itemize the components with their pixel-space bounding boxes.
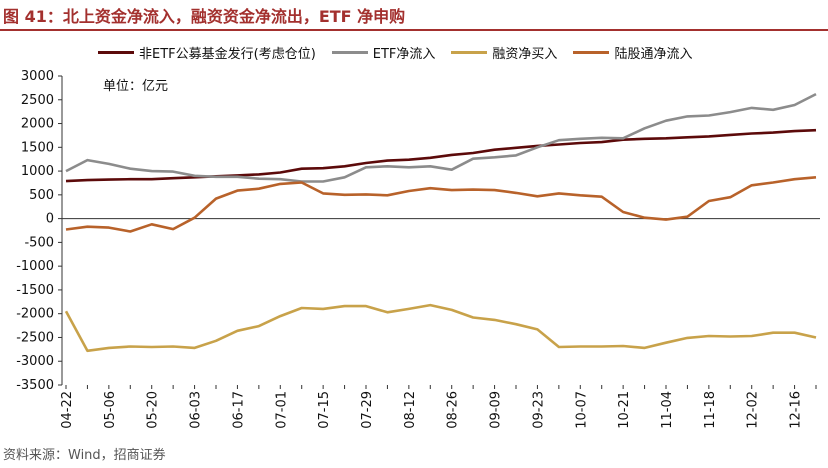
x-tick-label: 11-18 xyxy=(703,391,718,429)
x-tick-label: 05-06 xyxy=(103,391,118,429)
series-line-4 xyxy=(65,176,817,233)
x-tick-label: 04-22 xyxy=(60,391,75,429)
series-group xyxy=(64,92,817,353)
y-tick-label: -1000 xyxy=(16,259,54,274)
y-tick-label: 3000 xyxy=(21,69,54,84)
source-note: 资料来源：Wind，招商证券 xyxy=(3,448,166,463)
y-tick-label: 0 xyxy=(46,212,54,227)
y-tick-label: -1500 xyxy=(16,283,54,298)
x-tick-label: 08-12 xyxy=(403,391,418,429)
y-tick-label: -3500 xyxy=(16,378,54,393)
legend-item-2: ETF净流入 xyxy=(331,43,436,62)
legend-label: 非ETF公募基金发行(考虑仓位) xyxy=(139,47,316,62)
legend-swatch xyxy=(573,51,610,54)
x-tick-label: 09-23 xyxy=(531,391,546,429)
y-axis-ticks: 3000 2500 2000 1500 1000 500 0 -500 -1000 -1500 -2… xyxy=(16,69,62,393)
x-tick-label: 06-17 xyxy=(231,391,246,429)
legend-label: 融资净买入 xyxy=(492,47,558,62)
y-tick-label: 2000 xyxy=(21,117,54,132)
x-axis-ticks: 04-22 05-06 05-20 06-03 06-17 07-01 07-15 07-29… xyxy=(60,385,817,429)
legend-swatch xyxy=(98,51,134,54)
x-tick-label: 12-16 xyxy=(789,391,804,429)
series-line-1 xyxy=(65,128,817,183)
series-line-3 xyxy=(64,303,817,353)
legend-swatch xyxy=(451,51,488,54)
x-tick-label: 08-26 xyxy=(446,391,461,429)
y-tick-label: 1500 xyxy=(21,140,54,155)
figure-title: 图 41：北上资金净流入，融资资金净流出，ETF 净申购 xyxy=(3,7,406,26)
x-tick-label: 07-01 xyxy=(274,391,289,429)
x-tick-label: 07-29 xyxy=(360,391,375,429)
y-tick-label: -3000 xyxy=(16,354,54,369)
legend: 非ETF公募基金发行(考虑仓位) ETF净流入 融资净买入 陆股通净流入 xyxy=(98,43,692,62)
legend-item-1: 非ETF公募基金发行(考虑仓位) xyxy=(98,43,316,62)
title-rule xyxy=(0,29,828,31)
x-tick-label: 10-21 xyxy=(617,391,632,429)
x-tick-label: 11-04 xyxy=(660,391,675,429)
axes xyxy=(61,76,820,385)
y-tick-label: -2500 xyxy=(16,330,54,345)
y-tick-label: -500 xyxy=(24,235,54,250)
x-tick-label: 07-15 xyxy=(317,391,332,429)
series-line-2 xyxy=(65,92,817,183)
legend-item-4: 陆股通净流入 xyxy=(573,43,692,62)
y-tick-label: 1000 xyxy=(21,164,54,179)
y-tick-label: -2000 xyxy=(16,307,54,322)
unit-label: 单位：亿元 xyxy=(103,79,169,94)
x-tick-label: 10-07 xyxy=(574,391,589,429)
x-tick-label: 06-03 xyxy=(189,391,204,429)
legend-label: ETF净流入 xyxy=(372,47,436,62)
y-tick-label: 500 xyxy=(29,188,54,203)
legend-swatch xyxy=(331,51,368,54)
x-tick-label: 05-20 xyxy=(146,391,161,429)
x-tick-label: 12-02 xyxy=(746,391,761,429)
y-tick-label: 2500 xyxy=(21,93,54,108)
x-tick-label: 09-09 xyxy=(489,391,504,429)
legend-item-3: 融资净买入 xyxy=(451,43,557,62)
legend-label: 陆股通净流入 xyxy=(614,47,693,62)
